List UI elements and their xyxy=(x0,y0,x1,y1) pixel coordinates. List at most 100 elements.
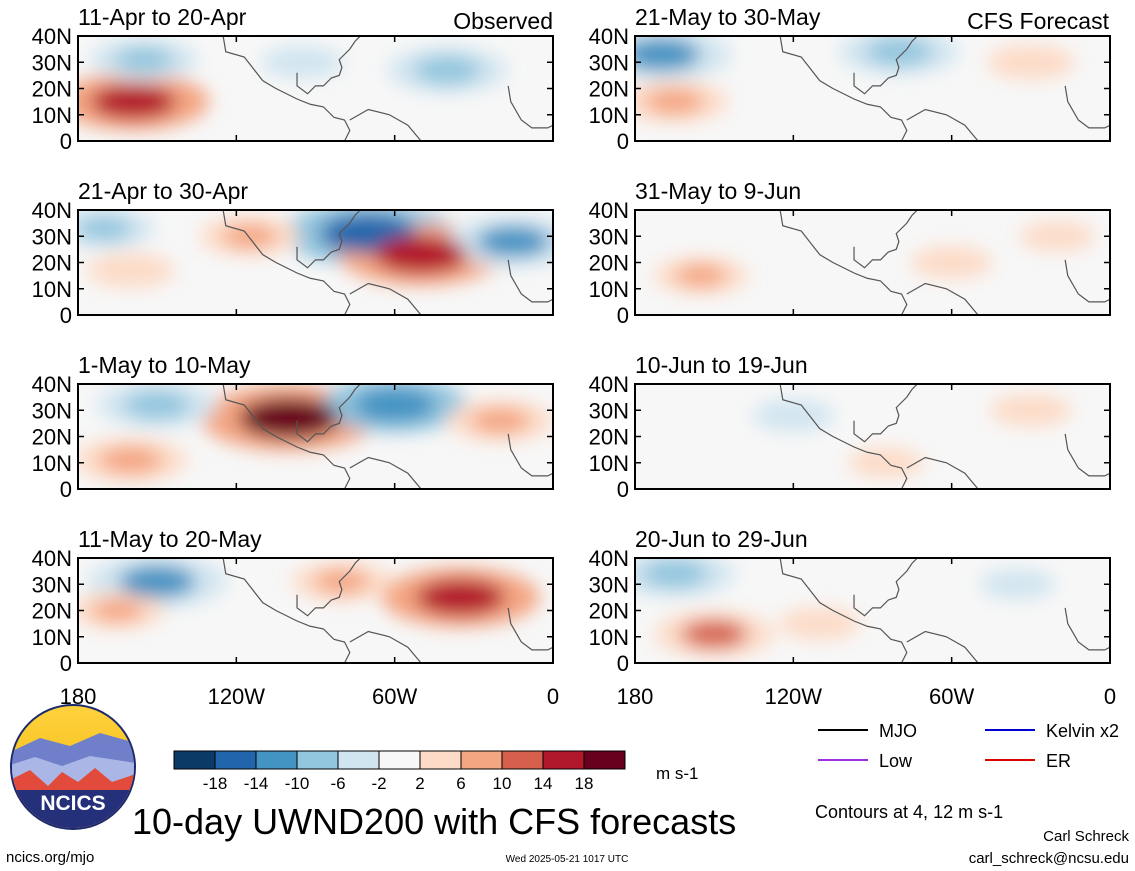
anomaly-core xyxy=(641,559,708,588)
panel-title: 21-May to 30-May xyxy=(635,4,821,30)
y-tick-label: 10N xyxy=(32,103,72,128)
author-email: carl_schreck@ncsu.edu xyxy=(969,850,1129,867)
colorbar-tick-label: 10 xyxy=(493,774,512,793)
anomaly-core xyxy=(865,37,932,66)
coastline xyxy=(779,384,908,489)
anomaly-core xyxy=(635,38,701,71)
colorbar-swatch xyxy=(296,750,339,770)
panel-title: 11-Apr to 20-Apr xyxy=(78,4,247,30)
anomaly-core xyxy=(90,84,176,120)
coastline xyxy=(349,108,422,141)
anomaly-core xyxy=(1007,51,1055,73)
anomaly-core xyxy=(1009,400,1053,421)
y-tick-label: 30N xyxy=(32,572,72,597)
anomaly-core xyxy=(107,259,155,281)
y-tick-label: 40N xyxy=(32,198,72,223)
colorbar-units: m s-1 xyxy=(656,764,699,783)
colorbar-tick-label: 6 xyxy=(456,774,465,793)
y-tick-label: 20N xyxy=(589,425,629,450)
coastline xyxy=(296,558,362,617)
coastline xyxy=(1064,607,1110,651)
y-tick-label: 20N xyxy=(589,251,629,276)
y-tick-label: 30N xyxy=(589,50,629,75)
anomaly-core xyxy=(471,408,530,434)
y-tick-label: 30N xyxy=(32,398,72,423)
coastline xyxy=(296,384,362,443)
y-tick-label: 20N xyxy=(589,77,629,102)
panel-title: 20-Jun to 29-Jun xyxy=(635,526,808,552)
anomaly-core xyxy=(118,565,196,598)
anomaly-core xyxy=(222,224,277,249)
coastline xyxy=(853,210,919,269)
anomaly-core xyxy=(798,613,842,634)
anomaly-core xyxy=(997,575,1038,594)
colorbar-tick-label: 2 xyxy=(415,774,424,793)
y-tick-label: 10N xyxy=(32,277,72,302)
y-tick-label: 0 xyxy=(617,129,629,154)
chart-title: 10-day UWND200 with CFS forecasts xyxy=(132,801,736,842)
colorbar-tick-label: -14 xyxy=(244,774,269,793)
anomaly-core xyxy=(771,405,815,426)
anomaly-core xyxy=(239,397,340,439)
coastline xyxy=(507,607,553,651)
coastline xyxy=(1064,85,1110,129)
y-tick-label: 40N xyxy=(589,372,629,397)
colorbar: -18 -14 -10 -6 -2 2 6 10 14 18 xyxy=(173,750,626,793)
coastline xyxy=(906,282,979,315)
x-axis-ticks: 180 120W 60W 0 180 120W 60W 0 xyxy=(60,684,1116,709)
coastline xyxy=(853,558,919,617)
panel-title: 1-May to 10-May xyxy=(78,352,251,378)
y-tick-label: 10N xyxy=(589,625,629,650)
anomaly-core xyxy=(675,264,727,287)
coastline xyxy=(1064,259,1110,303)
y-tick-label: 30N xyxy=(589,224,629,249)
coastline xyxy=(507,259,553,303)
anomaly-core xyxy=(476,226,551,257)
coastline xyxy=(1064,433,1110,477)
coastline xyxy=(853,384,919,443)
y-tick-label: 0 xyxy=(60,129,72,154)
y-tick-label: 20N xyxy=(32,425,72,450)
y-tick-label: 0 xyxy=(617,303,629,328)
anomaly-core xyxy=(374,235,468,274)
contour-note: Contours at 4, 12 m s-1 xyxy=(815,802,1003,822)
y-tick-label: 40N xyxy=(32,24,72,49)
colorbar-swatch xyxy=(337,750,380,770)
colorbar-swatch xyxy=(501,750,544,770)
y-tick-label: 10N xyxy=(32,625,72,650)
anomaly-core xyxy=(416,579,506,616)
anomaly-core xyxy=(92,599,143,622)
observed-label: Observed xyxy=(453,8,553,34)
y-tick-label: 20N xyxy=(32,251,72,276)
legend-label: Kelvin x2 xyxy=(1046,721,1119,741)
coastline xyxy=(296,36,362,95)
y-tick-label: 10N xyxy=(589,103,629,128)
x-tick-label: 60W xyxy=(372,684,417,709)
coastline xyxy=(349,282,422,315)
anomaly-core xyxy=(280,52,324,73)
anomaly-core xyxy=(865,453,906,472)
y-tick-label: 10N xyxy=(589,451,629,476)
author-name: Carl Schreck xyxy=(1043,828,1129,845)
timestamp: Wed 2025-05-21 1017 UTC xyxy=(506,854,629,865)
x-tick-label: 120W xyxy=(208,684,266,709)
colorbar-tick-label: -2 xyxy=(371,774,386,793)
coastline xyxy=(906,108,979,141)
colorbar-swatch xyxy=(583,750,626,770)
anomaly-core xyxy=(930,252,974,273)
y-tick-label: 30N xyxy=(589,398,629,423)
coastline xyxy=(779,558,908,663)
coastline xyxy=(222,210,351,315)
x-tick-label: 180 xyxy=(617,684,654,709)
coastline xyxy=(222,384,351,489)
y-tick-label: 30N xyxy=(589,572,629,597)
y-tick-label: 20N xyxy=(32,77,72,102)
anomaly-core xyxy=(645,89,704,115)
y-tick-label: 40N xyxy=(32,546,72,571)
y-tick-label: 10N xyxy=(589,277,629,302)
